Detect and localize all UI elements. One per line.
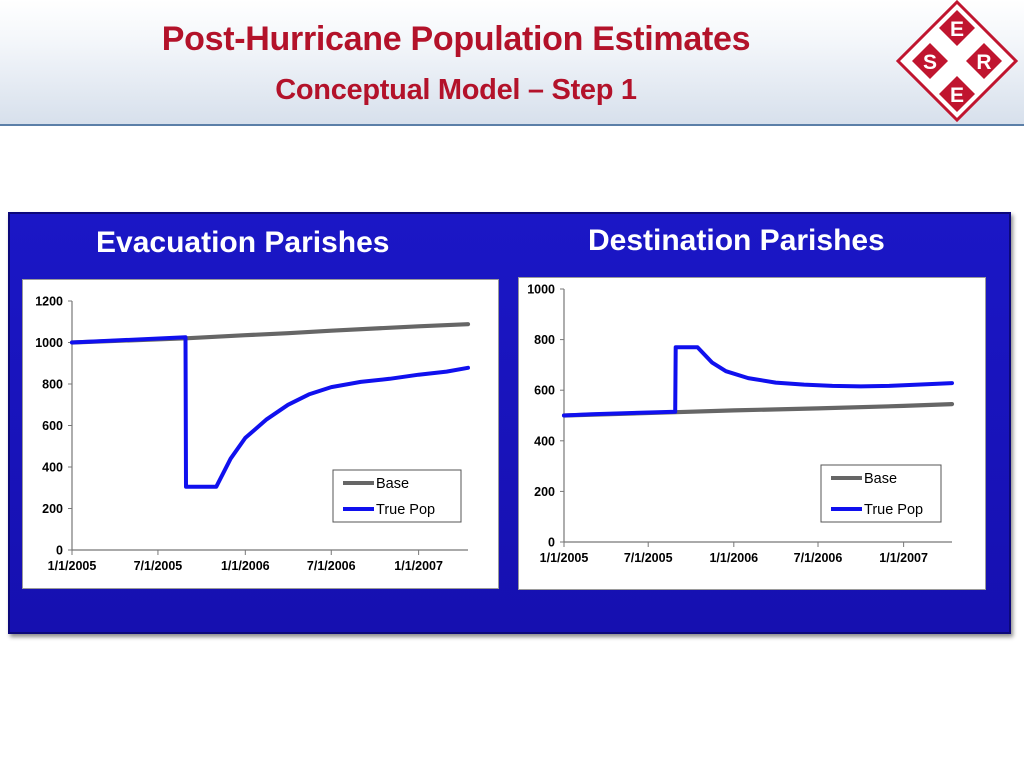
chart1-series-true-pop-line bbox=[562, 345, 954, 418]
chart0-x-tick-label: 1/1/2007 bbox=[394, 559, 443, 573]
logo-letter-top: E bbox=[950, 18, 964, 41]
logo-diamond-top bbox=[939, 10, 975, 46]
logo-letter-right: R bbox=[976, 51, 991, 74]
chart1-x-tick-label: 1/1/2005 bbox=[540, 551, 589, 565]
chart0-legend-label: Base bbox=[376, 476, 409, 492]
chart0-y-tick-label: 600 bbox=[42, 419, 63, 433]
slide-subtitle: Conceptual Model – Step 1 bbox=[275, 74, 637, 106]
logo-diamond-bottom bbox=[939, 76, 975, 112]
chart1-x-tick-label: 7/1/2005 bbox=[624, 551, 673, 565]
slide-header: Post-Hurricane Population Estimates Conc… bbox=[0, 0, 1024, 126]
chart-title-destination: Destination Parishes bbox=[588, 224, 885, 257]
chart1-y-tick-label: 800 bbox=[534, 333, 555, 347]
logo-diamond-left bbox=[912, 43, 948, 79]
chart0-legend bbox=[332, 469, 462, 523]
chart1-x-tick-label: 1/1/2007 bbox=[879, 551, 928, 565]
chart1-legend-label: True Pop bbox=[864, 502, 923, 518]
slide-title: Post-Hurricane Population Estimates bbox=[161, 20, 751, 58]
chart1-x-tick-label: 1/1/2006 bbox=[709, 551, 758, 565]
chart1-y-tick-label: 1000 bbox=[527, 283, 555, 297]
chart0-y-tick-label: 400 bbox=[42, 461, 63, 475]
logo-letter-left: S bbox=[923, 51, 937, 74]
chart-title-evacuation: Evacuation Parishes bbox=[96, 226, 390, 259]
chart0-y-tick-label: 1000 bbox=[35, 336, 63, 350]
chart1-y-tick-label: 600 bbox=[534, 384, 555, 398]
chart0-y-tick-label: 1200 bbox=[35, 295, 63, 309]
chart0-x-tick-label: 7/1/2005 bbox=[134, 559, 183, 573]
logo-diamond-right bbox=[966, 43, 1002, 79]
chart-destination-parishes: 0 200 400 600 800 1000 1/1/2005 7/1/2005 1/1/200… bbox=[518, 277, 986, 590]
chart0-y-tick-label: 0 bbox=[56, 544, 63, 558]
chart1-legend-label: Base bbox=[864, 471, 897, 487]
chart-evacuation-parishes: 0 200 400 600 800 1000 1200 1/1/2005 7/1/2005 1/1… bbox=[22, 279, 499, 589]
chart1-y-tick-label: 400 bbox=[534, 434, 555, 448]
chart1-legend bbox=[820, 464, 942, 523]
chart1-y-tick-label: 0 bbox=[548, 536, 555, 550]
chart0-series-true-pop-line bbox=[70, 335, 470, 489]
logo-letter-bottom: E bbox=[950, 84, 964, 107]
chart0-x-tick-label: 1/1/2005 bbox=[48, 559, 97, 573]
chart1-x-tick-label: 7/1/2006 bbox=[794, 551, 843, 565]
chart0-x-tick-label: 1/1/2006 bbox=[221, 559, 270, 573]
chart1-y-tick-label: 200 bbox=[534, 485, 555, 499]
chart0-legend-label: True Pop bbox=[376, 502, 435, 518]
chart0-y-tick-label: 800 bbox=[42, 378, 63, 392]
sere-logo-icon: E S R E bbox=[895, 0, 1019, 122]
chart0-y-tick-label: 200 bbox=[42, 502, 63, 516]
chart0-x-tick-label: 7/1/2006 bbox=[307, 559, 356, 573]
